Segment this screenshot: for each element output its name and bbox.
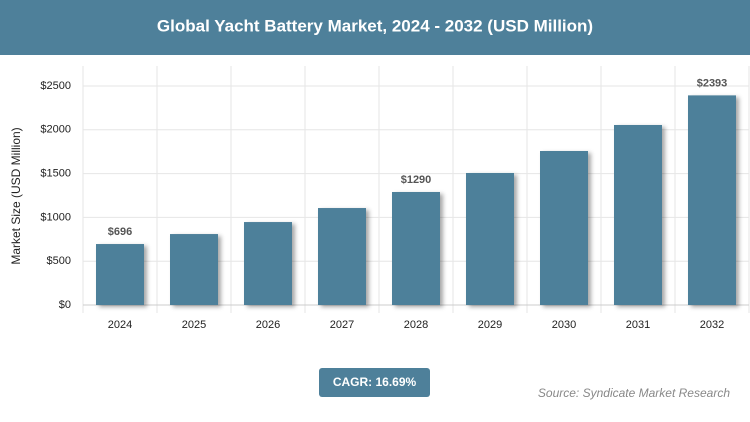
y-axis-label: Market Size (USD Million) (9, 127, 23, 264)
bar (318, 208, 366, 305)
x-tick-label: 2028 (404, 319, 428, 331)
bar (244, 222, 292, 305)
x-tick-label: 2027 (330, 319, 354, 331)
bar (540, 150, 588, 305)
data-label: $696 (108, 226, 132, 238)
y-tick-label: $0 (59, 299, 71, 311)
bar (392, 191, 440, 305)
cagr-text: CAGR: 16.69% (333, 375, 417, 389)
bar (96, 244, 144, 305)
header-bar (0, 0, 750, 55)
y-tick-label: $2500 (40, 80, 71, 92)
bar (688, 95, 736, 305)
x-tick-label: 2031 (626, 319, 650, 331)
y-tick-label: $1000 (40, 211, 71, 223)
y-tick-label: $1500 (40, 168, 71, 180)
chart-title: Global Yacht Battery Market, 2024 - 2032… (157, 16, 593, 35)
y-tick-label: $500 (47, 255, 71, 267)
x-tick-label: 2025 (182, 319, 206, 331)
data-label: $2393 (697, 77, 728, 89)
x-tick-label: 2024 (108, 319, 132, 331)
bar (466, 172, 514, 305)
x-tick-label: 2026 (256, 319, 280, 331)
x-tick-label: 2032 (700, 319, 724, 331)
bar (614, 124, 662, 306)
bar (170, 234, 218, 305)
x-tick-label: 2030 (552, 319, 576, 331)
cagr-badge (319, 368, 430, 397)
source-text: Source: Syndicate Market Research (538, 386, 730, 400)
y-tick-label: $2000 (40, 124, 71, 136)
x-tick-label: 2029 (478, 319, 502, 331)
data-label: $1290 (401, 174, 432, 186)
